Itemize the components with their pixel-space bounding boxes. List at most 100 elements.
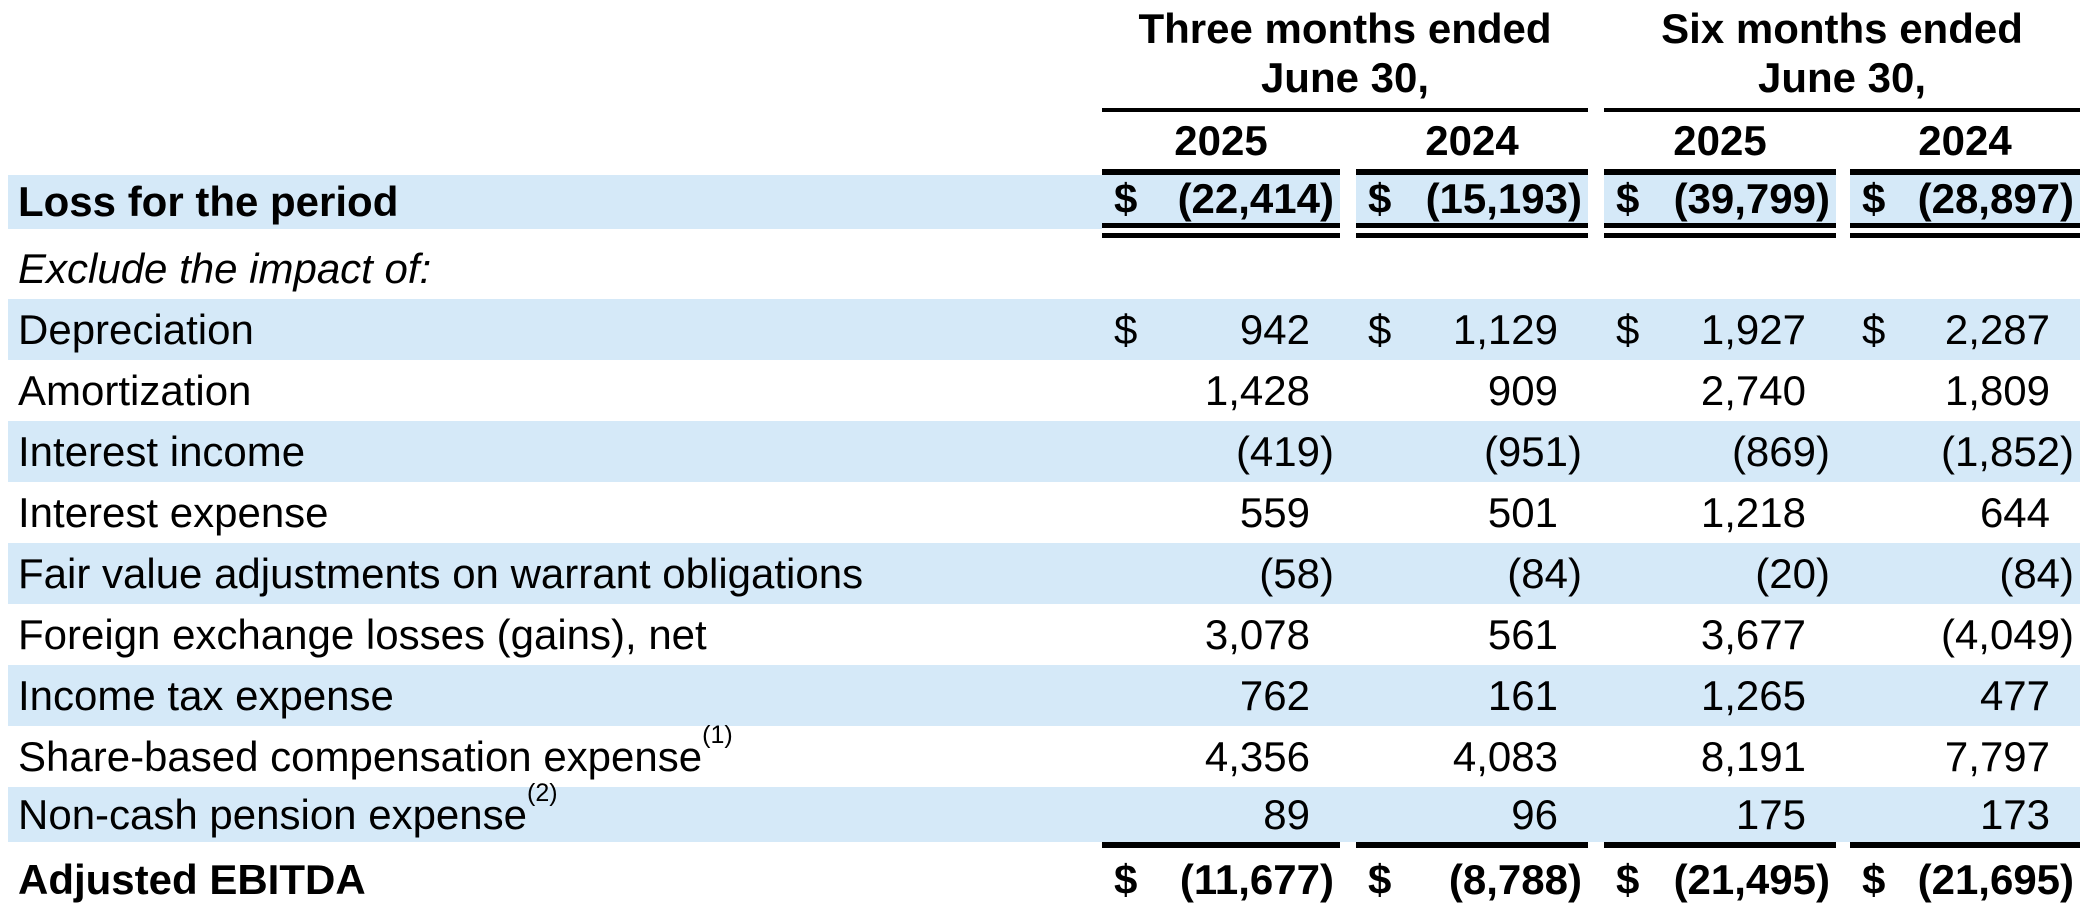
data-cell: $ (11,677)	[1102, 848, 1340, 906]
margin-cell	[0, 421, 8, 482]
footnote-marker: (1)	[702, 720, 733, 749]
row-label: Depreciation	[8, 299, 1102, 360]
spacer-cell	[1836, 421, 1850, 482]
spacer-cell	[1340, 421, 1356, 482]
spacer-cell	[1588, 360, 1604, 421]
footnote-marker: (2)	[527, 778, 558, 807]
cell-value: 762	[1239, 671, 1310, 719]
margin-cell	[0, 665, 8, 726]
table-row-share-based-compensation: Share-based compensation expense(1) 4,35…	[0, 722, 2080, 787]
data-cell: $ (28,897)	[1850, 169, 2080, 238]
data-cell: $1,129	[1356, 299, 1588, 360]
cell-value: (39,799)	[1673, 175, 1830, 222]
spacer-cell	[1340, 238, 1356, 299]
spacer-cell	[1340, 848, 1356, 906]
spacer-cell	[1836, 665, 1850, 726]
cell-value: 89	[1263, 790, 1310, 838]
cell-value: (21,495)	[1673, 856, 1830, 903]
row-label: Exclude the impact of:	[18, 244, 432, 292]
data-cell: 477	[1850, 665, 2080, 726]
cell-value: (15,193)	[1425, 175, 1582, 222]
table-row-exclude-heading: Exclude the impact of:	[0, 238, 2080, 299]
spacer-cell	[1836, 604, 1850, 665]
cell-value: (419)	[1235, 427, 1334, 475]
margin-cell	[0, 299, 8, 360]
table-row-adjusted-ebitda: Adjusted EBITDA $ (11,677) $ (8,788) $ (21,…	[0, 848, 2080, 906]
data-cell: 173	[1850, 787, 2080, 848]
spacer-cell	[1588, 0, 1604, 112]
cell-value: (20)	[1755, 549, 1830, 597]
data-cell: $2,287	[1850, 299, 2080, 360]
spacer-cell	[1588, 299, 1604, 360]
data-cell: $ (21,495)	[1604, 848, 1836, 906]
spacer-cell	[1588, 848, 1604, 906]
table-row-amortization: Amortization 1,428 909 2,740 1,809	[0, 360, 2080, 421]
spacer-cell	[1340, 299, 1356, 360]
spacer-cell	[1836, 169, 1850, 238]
data-cell	[1604, 238, 1836, 299]
data-cell: 96	[1356, 787, 1588, 848]
dollar-sign: $	[1862, 305, 1886, 353]
cell-value: 161	[1487, 671, 1558, 719]
spacer-cell	[1588, 169, 1604, 238]
table-row-income-tax-expense: Income tax expense 762 161 1,265 477	[0, 665, 2080, 726]
group-header-line1: Three months ended	[1138, 5, 1552, 52]
cell-value: 2,287	[1944, 305, 2051, 353]
spacer-cell	[1588, 482, 1604, 543]
data-cell: (951)	[1356, 421, 1588, 482]
spacer-cell	[1836, 112, 1850, 169]
dollar-sign: $	[1862, 175, 1886, 222]
cell-value: 4,356	[1204, 732, 1310, 780]
spacer-cell	[1836, 787, 1850, 848]
spacer-cell	[1340, 360, 1356, 421]
cell-value: 1,218	[1700, 488, 1806, 536]
data-cell: 161	[1356, 665, 1588, 726]
spacer-cell	[1588, 238, 1604, 299]
cell-value: 1,809	[1944, 366, 2051, 414]
row-label: Fair value adjustments on warrant obliga…	[8, 543, 1102, 604]
data-cell: 3,677	[1604, 604, 1836, 665]
data-cell: 909	[1356, 360, 1588, 421]
spacer-cell	[1836, 726, 1850, 787]
cell-value: 477	[1979, 671, 2051, 719]
data-cell: $ (21,695)	[1850, 848, 2080, 906]
data-cell: (84)	[1356, 543, 1588, 604]
data-cell: 1,218	[1604, 482, 1836, 543]
data-cell: $ (22,414)	[1102, 169, 1340, 238]
margin-cell	[0, 238, 8, 299]
data-cell: 1,428	[1102, 360, 1340, 421]
row-label: Interest expense	[18, 488, 329, 536]
data-cell: $1,927	[1604, 299, 1836, 360]
cell-value: (11,677)	[1179, 856, 1334, 903]
margin-cell	[0, 848, 8, 906]
data-cell	[1850, 238, 2080, 299]
dollar-sign: $	[1114, 175, 1138, 222]
spacer-cell	[1836, 360, 1850, 421]
data-cell: 1,265	[1604, 665, 1836, 726]
table-row: 2025 2024 2025 2024	[0, 112, 2080, 169]
data-cell	[1356, 238, 1588, 299]
data-cell: 501	[1356, 482, 1588, 543]
cell-value: (4,049)	[1940, 610, 2075, 658]
group-header-line1: Six months ended	[1661, 5, 2023, 52]
table-row-interest-expense: Interest expense 559 501 1,218 644	[0, 482, 2080, 543]
spacer-cell	[1340, 726, 1356, 787]
data-cell: 3,078	[1102, 604, 1340, 665]
cell-value: (84)	[1999, 549, 2075, 597]
data-cell: $ (15,193)	[1356, 169, 1588, 238]
table-row-depreciation: Depreciation $942 $1,129 $1,927 $2,287	[0, 299, 2080, 360]
cell-value: 1,927	[1700, 305, 1806, 353]
spacer-cell	[1340, 543, 1356, 604]
cell-value: (1,852)	[1940, 427, 2075, 475]
margin-cell	[0, 482, 8, 543]
spacer-cell	[1588, 604, 1604, 665]
data-cell: 7,797	[1850, 726, 2080, 787]
cell-value: 2,740	[1700, 366, 1806, 414]
cell-value: 942	[1239, 305, 1310, 353]
spacer-cell	[1340, 665, 1356, 726]
cell-value: 909	[1487, 366, 1558, 414]
data-cell: $942	[1102, 299, 1340, 360]
spacer-cell	[1836, 543, 1850, 604]
spacer-cell	[1340, 787, 1356, 848]
